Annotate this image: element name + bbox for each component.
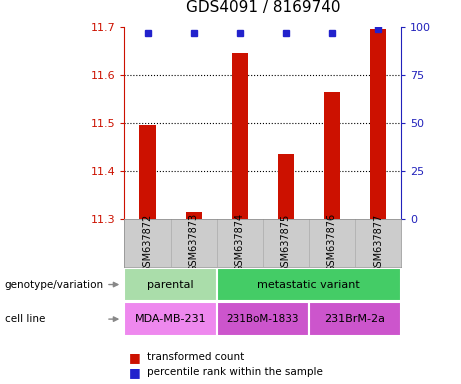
Text: GDS4091 / 8169740: GDS4091 / 8169740 [185,0,340,15]
Text: transformed count: transformed count [147,352,244,362]
Text: GSM637873: GSM637873 [189,214,199,272]
Bar [324,92,340,219]
Text: GSM637876: GSM637876 [327,214,337,272]
Text: 231BrM-2a: 231BrM-2a [325,314,385,324]
Bar [231,53,248,219]
Bar [217,268,401,301]
Text: percentile rank within the sample: percentile rank within the sample [147,367,323,377]
Text: ■: ■ [129,351,141,364]
Bar [217,302,309,336]
Text: genotype/variation: genotype/variation [5,280,104,290]
Text: GSM637877: GSM637877 [373,213,383,273]
Text: cell line: cell line [5,314,45,324]
Bar [309,302,401,336]
Text: parental: parental [147,280,194,290]
Text: MDA-MB-231: MDA-MB-231 [135,314,207,324]
Text: GSM637872: GSM637872 [142,213,153,273]
Text: GSM637874: GSM637874 [235,214,245,272]
Bar [124,302,217,336]
Text: 231BoM-1833: 231BoM-1833 [226,314,299,324]
Text: GSM637875: GSM637875 [281,213,291,273]
Text: metastatic variant: metastatic variant [258,280,360,290]
Bar [278,154,294,219]
Bar [370,29,386,219]
Bar [185,212,202,219]
Bar [124,268,217,301]
Text: ■: ■ [129,366,141,379]
Bar [140,125,156,219]
